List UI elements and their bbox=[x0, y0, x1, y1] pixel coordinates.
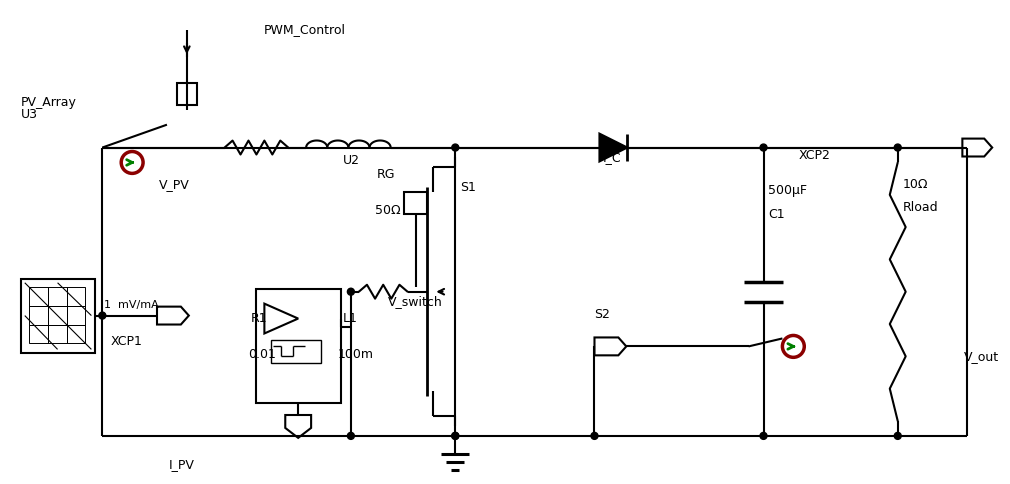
Bar bbox=[47, 306, 67, 325]
Text: S1: S1 bbox=[461, 181, 476, 194]
Text: XCP2: XCP2 bbox=[798, 149, 830, 162]
Bar bbox=[47, 325, 67, 344]
Text: V_out: V_out bbox=[965, 349, 1000, 362]
Bar bbox=[404, 193, 427, 215]
Text: I_C: I_C bbox=[602, 151, 621, 164]
Bar bbox=[28, 325, 47, 344]
Text: XCP1: XCP1 bbox=[110, 334, 142, 347]
Text: S2: S2 bbox=[595, 307, 610, 320]
Text: RG: RG bbox=[377, 167, 395, 181]
Text: Rload: Rload bbox=[903, 200, 938, 213]
Text: V_PV: V_PV bbox=[159, 178, 190, 190]
Text: U3: U3 bbox=[21, 108, 37, 121]
Circle shape bbox=[591, 433, 598, 439]
Text: 100m: 100m bbox=[338, 347, 374, 360]
Circle shape bbox=[99, 313, 106, 319]
Text: 1  mV/mA: 1 mV/mA bbox=[104, 299, 159, 309]
Circle shape bbox=[347, 433, 355, 439]
Circle shape bbox=[451, 433, 459, 439]
Text: I_PV: I_PV bbox=[169, 457, 195, 470]
Circle shape bbox=[347, 288, 355, 296]
Circle shape bbox=[761, 145, 767, 151]
Bar bbox=[67, 325, 86, 344]
Circle shape bbox=[451, 145, 459, 151]
Circle shape bbox=[894, 145, 901, 151]
Bar bbox=[21, 279, 95, 354]
Text: 10Ω: 10Ω bbox=[903, 178, 928, 190]
Text: 50Ω: 50Ω bbox=[375, 203, 400, 216]
Circle shape bbox=[894, 433, 901, 439]
Polygon shape bbox=[600, 135, 627, 162]
Text: L1: L1 bbox=[343, 311, 358, 324]
Text: V_switch: V_switch bbox=[388, 295, 442, 307]
Bar bbox=[28, 306, 47, 325]
Circle shape bbox=[761, 433, 767, 439]
Text: C1: C1 bbox=[769, 207, 785, 220]
Text: 500μF: 500μF bbox=[769, 183, 807, 197]
Bar bbox=[67, 287, 86, 306]
Bar bbox=[47, 287, 67, 306]
Text: PV_Array: PV_Array bbox=[21, 96, 77, 109]
Text: 0.01: 0.01 bbox=[248, 347, 277, 360]
Text: R1: R1 bbox=[250, 311, 267, 324]
Bar bbox=[272, 341, 321, 363]
Text: PWM_Control: PWM_Control bbox=[264, 23, 345, 36]
Bar bbox=[177, 84, 197, 106]
Bar bbox=[257, 289, 341, 403]
Bar bbox=[28, 287, 47, 306]
Bar bbox=[67, 306, 86, 325]
Text: U2: U2 bbox=[343, 153, 360, 166]
Circle shape bbox=[451, 433, 459, 439]
